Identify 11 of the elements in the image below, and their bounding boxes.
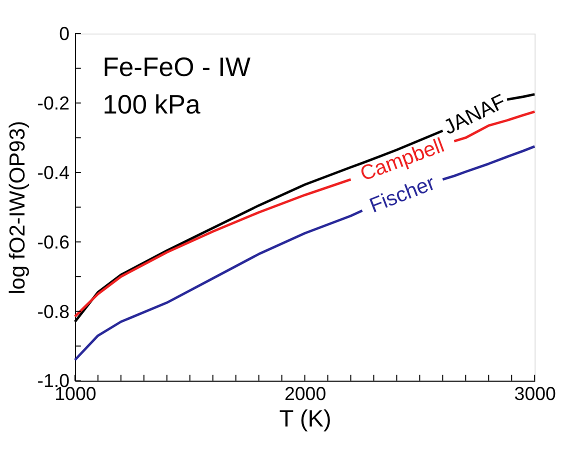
y-tick-label: -0.6 — [37, 231, 70, 252]
x-axis-title: T (K) — [279, 406, 332, 433]
y-tick-label: 0 — [59, 22, 70, 44]
annotation: 100 kPa — [102, 89, 200, 120]
x-tick-label: 2000 — [284, 383, 326, 404]
y-tick-label: -0.4 — [37, 162, 70, 183]
y-tick-label: -0.2 — [37, 92, 70, 114]
annotation: Fe-FeO - IW — [102, 52, 252, 82]
y-axis-title: log fO2-IW(OP93) — [4, 120, 30, 294]
y-tick-label: -0.8 — [37, 300, 70, 322]
x-tick-label: 3000 — [514, 383, 556, 404]
